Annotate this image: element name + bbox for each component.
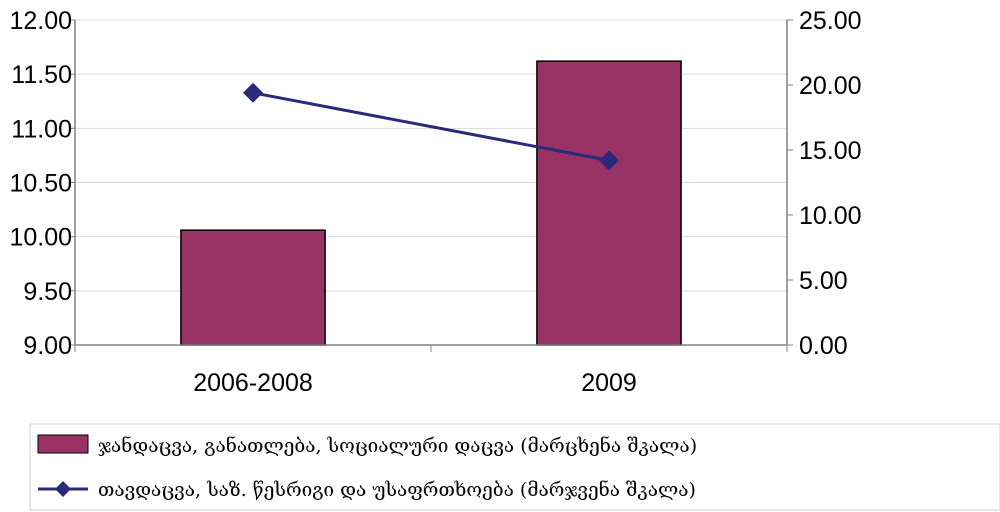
left-tick-label: 11.50 (11, 61, 72, 89)
left-tick-label: 9.50 (23, 278, 72, 306)
line-series (243, 82, 619, 171)
left-tick-label: 11.00 (11, 115, 72, 143)
legend-label-line: თავდაცვა, საზ. წესრიგი და უსაფრთხოება (მ… (98, 479, 696, 501)
category-labels: 2006-2008 2009 (193, 369, 637, 397)
right-tick-label: 20.00 (799, 72, 862, 100)
right-tick-label: 25.00 (799, 7, 862, 35)
axes (69, 19, 793, 352)
right-tick-label: 15.00 (799, 137, 862, 165)
right-tick-label: 0.00 (799, 332, 848, 360)
line-path (252, 91, 610, 162)
right-tick-label: 5.00 (799, 267, 848, 295)
legend-marker-diamond (55, 481, 71, 497)
bar (536, 60, 682, 346)
left-tick-label: 10.50 (9, 170, 72, 198)
left-tick-label: 9.00 (23, 332, 72, 360)
legend-box (29, 423, 1000, 511)
category-label: 2009 (581, 369, 637, 397)
legend-swatch-bar (37, 434, 89, 454)
right-axis-ticks: 0.00 5.00 10.00 15.00 20.00 25.00 (799, 7, 862, 360)
category-label: 2006-2008 (193, 369, 313, 397)
legend: ჯანდაცვა, განათლება, სოციალური დაცვა (მა… (29, 423, 1000, 511)
line-point (243, 82, 263, 103)
left-tick-label: 10.00 (9, 224, 72, 252)
left-tick-label: 12.00 (9, 7, 72, 35)
line-point (599, 150, 619, 171)
right-tick-label: 10.00 (799, 202, 862, 230)
bar-series (180, 60, 682, 346)
left-axis-ticks: 9.00 9.50 10.00 10.50 11.00 11.50 12.00 (9, 7, 72, 360)
bar (180, 229, 326, 346)
legend-label-bar: ჯანდაცვა, განათლება, სოციალური დაცვა (მა… (98, 435, 697, 457)
